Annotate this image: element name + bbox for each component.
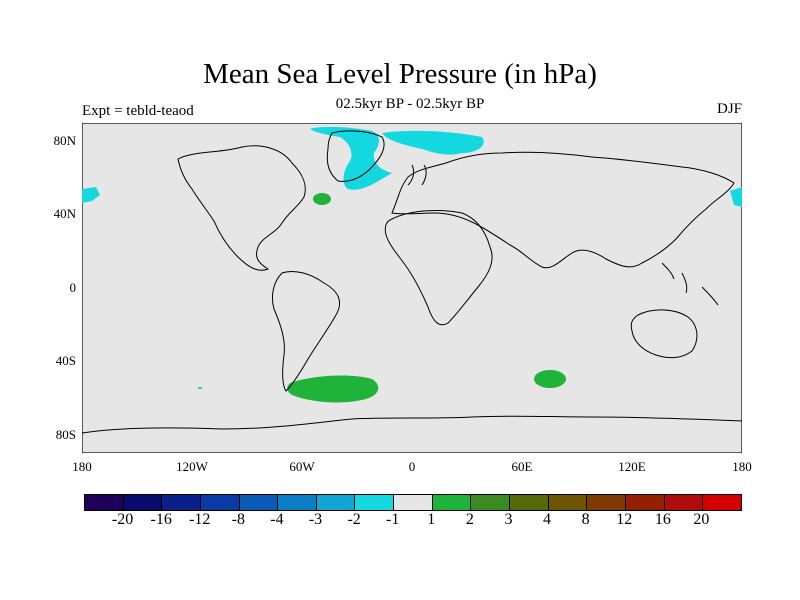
colorbar-label: -1: [386, 511, 400, 528]
map-title: Mean Sea Level Pressure (in hPa): [203, 58, 597, 90]
africa-coast: [384, 210, 493, 326]
colorbar-swatch: [703, 495, 741, 510]
x-tick-label: 60E: [511, 459, 533, 474]
south-america-coast: [271, 270, 340, 392]
colorbar-swatch: [394, 495, 433, 510]
world-map: [82, 123, 742, 453]
colorbar-label: -4: [270, 511, 284, 528]
colorbar-label: 4: [543, 511, 552, 528]
y-tick-label: 40S: [55, 353, 76, 368]
x-tick-label: 180: [732, 459, 752, 474]
colorbar-label: 12: [616, 511, 633, 528]
colorbar: [84, 494, 742, 511]
colorbar-swatch: [664, 495, 704, 510]
australia-coast: [630, 309, 698, 359]
colorbar-swatch: [85, 495, 124, 510]
colorbar-swatch: [510, 495, 549, 510]
x-tick-label: 120W: [176, 459, 208, 474]
colorbar-swatch: [316, 495, 356, 510]
arctic-patch: [382, 130, 484, 155]
x-tick-label: 60W: [289, 459, 315, 474]
colorbar-label: 16: [654, 511, 671, 528]
north-pacific-east-patch: [730, 187, 742, 207]
negative-anomaly-regions: [82, 126, 742, 389]
colorbar-swatch: [432, 495, 472, 510]
colorbar-swatch: [200, 495, 240, 510]
colorbar-label: 1: [427, 511, 436, 528]
colorbar-label: -20: [111, 511, 134, 528]
y-tick-label: 0: [69, 280, 77, 295]
colorbar-swatch: [162, 495, 201, 510]
season-label: DJF: [716, 101, 742, 117]
north-atlantic-patch: [313, 193, 331, 205]
colorbar-swatch: [278, 495, 317, 510]
positive-anomaly-regions: [287, 193, 566, 403]
colorbar-label: -12: [189, 511, 211, 528]
colorbar-swatch: [471, 495, 511, 510]
y-tick-label: 80S: [55, 427, 76, 442]
colorbar-swatch: [587, 495, 626, 510]
colorbar-label: -8: [231, 511, 245, 528]
y-tick-label: 80N: [53, 133, 76, 148]
colorbar-label: -16: [150, 511, 172, 528]
experiment-label: Expt = tebld-teaod: [82, 103, 194, 119]
colorbar-label: 20: [693, 511, 710, 528]
colorbar-swatch: [123, 495, 163, 510]
south-indian-patch: [534, 370, 566, 388]
map-panel: [82, 123, 742, 453]
colorbar-label: -3: [308, 511, 323, 528]
colorbar-swatch: [355, 495, 395, 510]
colorbar-label: 2: [465, 511, 474, 528]
colorbar-swatch: [548, 495, 588, 510]
maritime-continent-coast: [661, 262, 719, 306]
colorbar-label: 3: [504, 511, 513, 528]
colorbar-label: -2: [347, 511, 361, 528]
uk-scandinavia-coast: [407, 164, 427, 186]
antarctica-coast: [82, 415, 742, 434]
colorbar-swatch: [239, 495, 279, 510]
coastlines: [82, 130, 742, 434]
north-america-coast: [177, 145, 306, 271]
colorbar-label: 8: [581, 511, 590, 528]
south-atlantic-patch: [287, 375, 379, 403]
x-tick-label: 120E: [618, 459, 646, 474]
colorbar-swatch: [625, 495, 665, 510]
map-background: [82, 123, 742, 453]
greenland-arctic-patch: [310, 126, 392, 190]
greenland-coast: [326, 130, 385, 182]
small-patch: [198, 387, 202, 389]
north-pacific-west-patch: [82, 187, 100, 203]
y-tick-label: 40N: [53, 206, 76, 221]
x-tick-label: 180: [72, 459, 92, 474]
map-subtitle: 02.5kyr BP - 02.5kyr BP: [335, 96, 485, 112]
eurasia-coast: [391, 151, 735, 269]
x-tick-label: 0: [408, 459, 416, 474]
